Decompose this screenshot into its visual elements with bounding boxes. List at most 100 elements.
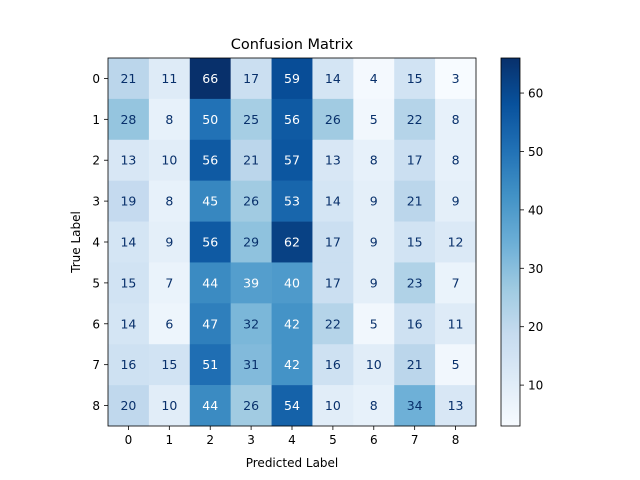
cell-value-label: 21	[407, 357, 423, 372]
heatmap-cell	[435, 139, 477, 181]
heatmap-cell	[312, 344, 354, 386]
heatmap-cell	[353, 139, 395, 181]
heatmap-cell	[148, 180, 191, 222]
heatmap-cell	[271, 98, 313, 141]
cell-value-label: 20	[120, 398, 136, 413]
heatmap-cell	[435, 221, 477, 263]
colorbar-tick-label: 40	[528, 203, 543, 217]
cell-value-label: 21	[407, 194, 423, 209]
cell-value-label: 6	[165, 316, 173, 331]
heatmap-cell	[394, 180, 436, 222]
y-axis-ticks: 0 1 2 3 4 5 6 7 8	[92, 72, 108, 413]
x-tick-label: 2	[206, 433, 214, 447]
heatmap-cell-labels: 21 11 66 17 59 14 4 15 328 8 50 25 56 26 5 22 813 10 56 21 5…	[120, 71, 463, 413]
heatmap-cells	[108, 58, 477, 427]
cell-value-label: 14	[120, 235, 136, 250]
heatmap-cell	[230, 344, 272, 386]
cell-value-label: 26	[325, 112, 341, 127]
heatmap-cell	[394, 303, 436, 345]
cell-value-label: 15	[407, 235, 423, 250]
cell-value-label: 10	[161, 153, 177, 168]
cell-value-label: 5	[370, 316, 378, 331]
y-tick-label: 4	[92, 236, 100, 250]
heatmap-cell	[148, 58, 191, 100]
cell-value-label: 66	[202, 71, 218, 86]
heatmap-cell	[271, 58, 313, 100]
heatmap-cell	[148, 303, 191, 345]
cell-value-label: 14	[325, 71, 341, 86]
x-axis-label: Predicted Label	[246, 456, 339, 470]
y-tick-label: 8	[92, 399, 100, 413]
cell-value-label: 8	[165, 194, 173, 209]
cell-value-label: 42	[284, 357, 300, 372]
cell-value-label: 44	[202, 275, 218, 290]
cell-value-label: 9	[452, 194, 460, 209]
heatmap-cell	[148, 262, 191, 304]
heatmap-cell	[189, 180, 231, 222]
cell-value-label: 7	[452, 275, 460, 290]
heatmap-cell	[230, 139, 272, 181]
heatmap-cell	[271, 385, 313, 427]
heatmap-cell	[312, 58, 354, 100]
y-tick-label: 2	[92, 154, 100, 168]
cell-value-label: 34	[407, 398, 423, 413]
y-tick-label: 1	[92, 113, 100, 127]
cell-value-label: 56	[202, 153, 218, 168]
cell-value-label: 3	[452, 71, 460, 86]
heatmap-cell	[148, 385, 191, 427]
cell-value-label: 39	[243, 275, 259, 290]
heatmap-cell	[189, 344, 231, 386]
x-tick-label: 7	[411, 433, 419, 447]
heatmap-cell	[148, 98, 191, 141]
y-tick-label: 3	[92, 195, 100, 209]
heatmap-cell	[312, 139, 354, 181]
colorbar	[500, 57, 521, 427]
heatmap-cell	[394, 385, 436, 427]
x-tick-label: 8	[452, 433, 460, 447]
heatmap-cell	[189, 58, 231, 100]
y-tick-label: 6	[92, 317, 100, 331]
heatmap-cell	[353, 180, 395, 222]
cell-value-label: 23	[407, 275, 423, 290]
cell-value-label: 13	[120, 153, 136, 168]
cell-value-label: 15	[161, 357, 177, 372]
cell-value-label: 62	[284, 235, 300, 250]
heatmap-cell	[189, 98, 231, 141]
y-tick-label: 0	[92, 72, 100, 86]
cell-value-label: 9	[370, 235, 378, 250]
heatmap-cell	[271, 221, 313, 263]
cell-value-label: 53	[284, 194, 300, 209]
heatmap-cell	[230, 303, 272, 345]
cell-value-label: 11	[448, 316, 464, 331]
heatmap-cell	[148, 221, 191, 263]
heatmap-cell	[353, 58, 395, 100]
cell-value-label: 29	[243, 235, 259, 250]
heatmap-cell	[353, 221, 395, 263]
cell-value-label: 13	[325, 153, 341, 168]
cell-value-label: 21	[243, 153, 259, 168]
heatmap-cell	[435, 303, 477, 345]
cell-value-label: 10	[325, 398, 341, 413]
heatmap-cell	[108, 58, 150, 100]
heatmap-cell	[394, 58, 436, 100]
heatmap-cell	[230, 180, 272, 222]
cell-value-label: 50	[202, 112, 218, 127]
heatmap-cell	[148, 344, 191, 386]
x-tick-label: 1	[166, 433, 174, 447]
heatmap-cell	[108, 344, 150, 386]
cell-value-label: 17	[243, 71, 259, 86]
heatmap-cell	[271, 139, 313, 181]
cell-value-label: 21	[120, 71, 136, 86]
heatmap-cell	[394, 221, 436, 263]
cell-value-label: 31	[243, 357, 259, 372]
cell-value-label: 12	[448, 235, 464, 250]
heatmap-cell	[312, 262, 354, 304]
cell-value-label: 14	[120, 316, 136, 331]
heatmap-cell	[394, 344, 436, 386]
y-axis-label: True Label	[69, 211, 83, 274]
heatmap-cell	[435, 58, 477, 100]
cell-value-label: 9	[165, 235, 173, 250]
cell-value-label: 8	[370, 153, 378, 168]
cell-value-label: 5	[370, 112, 378, 127]
